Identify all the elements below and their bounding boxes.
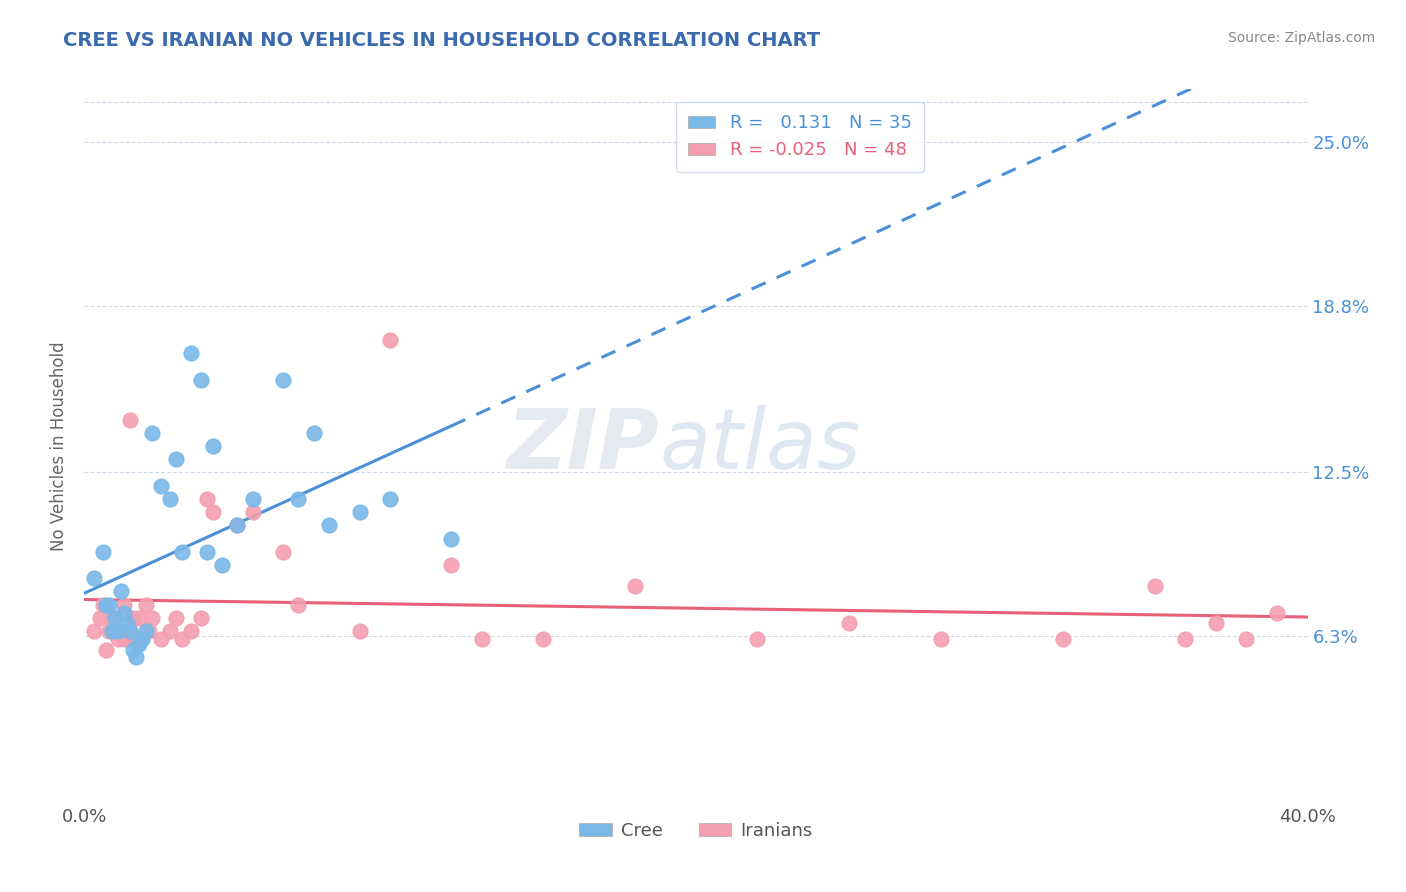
Point — [101, 611, 124, 625]
Point — [165, 611, 187, 625]
Point — [624, 579, 647, 593]
Point — [349, 505, 371, 519]
Point — [242, 505, 264, 519]
Point — [226, 518, 249, 533]
Point — [1265, 606, 1288, 620]
Text: atlas: atlas — [659, 406, 860, 486]
Point — [287, 598, 309, 612]
Point — [138, 624, 160, 638]
Point — [83, 571, 105, 585]
Point — [226, 518, 249, 533]
Point — [165, 452, 187, 467]
Point — [112, 606, 135, 620]
Point — [747, 632, 769, 646]
Text: CREE VS IRANIAN NO VEHICLES IN HOUSEHOLD CORRELATION CHART: CREE VS IRANIAN NO VEHICLES IN HOUSEHOLD… — [63, 31, 820, 50]
Point — [91, 545, 114, 559]
Point — [159, 491, 181, 506]
Point — [838, 616, 860, 631]
Point — [110, 584, 132, 599]
Point — [180, 624, 202, 638]
Point — [471, 632, 494, 646]
Point — [1174, 632, 1197, 646]
Point — [120, 412, 142, 426]
Point — [172, 545, 194, 559]
Point — [122, 642, 145, 657]
Legend: Cree, Iranians: Cree, Iranians — [572, 815, 820, 847]
Point — [131, 632, 153, 646]
Point — [107, 624, 129, 638]
Point — [104, 611, 127, 625]
Text: ZIP: ZIP — [506, 406, 659, 486]
Point — [107, 632, 129, 646]
Point — [440, 558, 463, 572]
Point — [929, 632, 952, 646]
Point — [195, 491, 218, 506]
Point — [91, 598, 114, 612]
Point — [97, 624, 120, 638]
Point — [94, 642, 117, 657]
Point — [104, 624, 127, 638]
Point — [190, 611, 212, 625]
Point — [135, 598, 157, 612]
Point — [97, 598, 120, 612]
Point — [128, 611, 150, 625]
Point — [112, 598, 135, 612]
Point — [318, 518, 340, 533]
Point — [380, 333, 402, 347]
Point — [120, 624, 142, 638]
Y-axis label: No Vehicles in Household: No Vehicles in Household — [51, 341, 69, 551]
Point — [94, 598, 117, 612]
Point — [302, 425, 325, 440]
Point — [440, 532, 463, 546]
Point — [125, 632, 148, 646]
Point — [149, 478, 172, 492]
Point — [1143, 579, 1166, 593]
Point — [149, 632, 172, 646]
Text: Source: ZipAtlas.com: Source: ZipAtlas.com — [1227, 31, 1375, 45]
Point — [112, 632, 135, 646]
Point — [349, 624, 371, 638]
Point — [380, 491, 402, 506]
Point — [201, 505, 224, 519]
Point — [101, 624, 124, 638]
Point — [110, 624, 132, 638]
Point — [115, 616, 138, 631]
Point — [131, 632, 153, 646]
Point — [125, 650, 148, 665]
Point — [201, 439, 224, 453]
Point — [211, 558, 233, 572]
Point — [190, 373, 212, 387]
Point — [180, 346, 202, 360]
Point — [271, 545, 294, 559]
Point — [195, 545, 218, 559]
Point — [89, 611, 111, 625]
Point — [141, 425, 163, 440]
Point — [242, 491, 264, 506]
Point — [271, 373, 294, 387]
Point — [531, 632, 554, 646]
Point — [172, 632, 194, 646]
Point — [1052, 632, 1074, 646]
Point — [141, 611, 163, 625]
Point — [122, 611, 145, 625]
Point — [159, 624, 181, 638]
Point — [115, 632, 138, 646]
Point — [120, 624, 142, 638]
Point — [135, 624, 157, 638]
Point — [83, 624, 105, 638]
Point — [1205, 616, 1227, 631]
Point — [1236, 632, 1258, 646]
Point — [128, 637, 150, 651]
Point — [287, 491, 309, 506]
